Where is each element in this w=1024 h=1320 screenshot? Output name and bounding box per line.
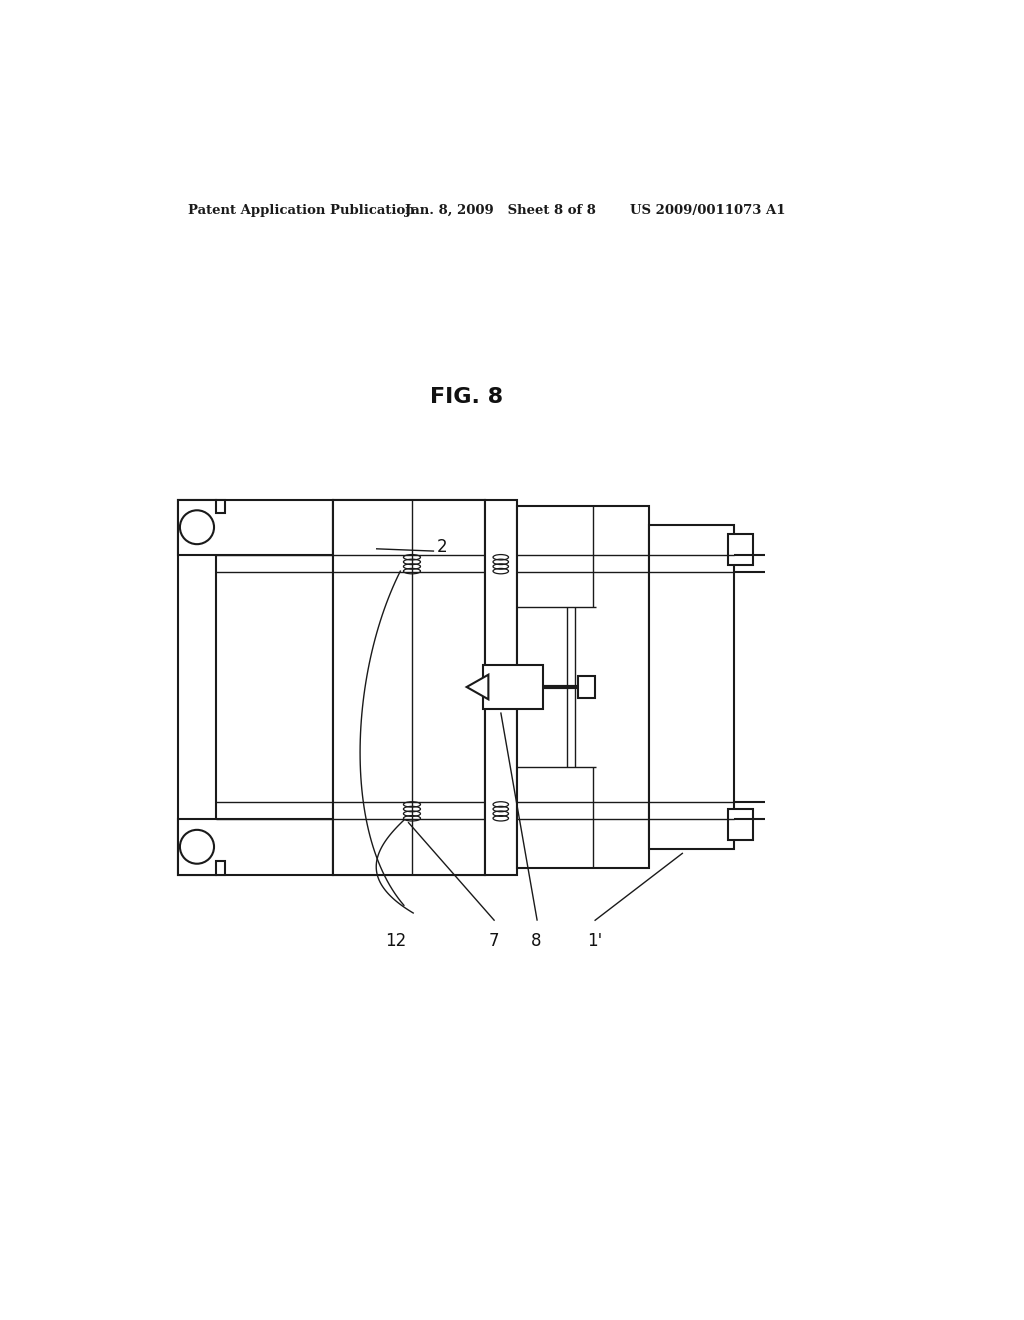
Bar	[178, 818, 334, 875]
Bar	[578, 676, 595, 698]
Bar	[334, 818, 484, 875]
Text: 7: 7	[488, 932, 499, 950]
Text: FIG. 8: FIG. 8	[430, 387, 504, 407]
Text: Patent Application Publication: Patent Application Publication	[188, 205, 415, 218]
Polygon shape	[467, 675, 488, 700]
Bar	[483, 665, 543, 709]
Bar	[517, 506, 649, 869]
Bar	[216, 499, 225, 513]
Text: US 2009/0011073 A1: US 2009/0011073 A1	[630, 205, 785, 218]
Bar	[178, 499, 334, 554]
Bar	[728, 809, 753, 840]
Bar	[334, 554, 484, 818]
Bar	[178, 499, 216, 874]
Text: 1': 1'	[587, 932, 602, 950]
Text: 12: 12	[385, 932, 406, 950]
Bar	[216, 861, 225, 874]
Bar	[728, 535, 753, 565]
Text: 2: 2	[436, 539, 447, 556]
Bar	[334, 499, 484, 874]
Bar	[334, 499, 484, 554]
Text: 8: 8	[531, 932, 542, 950]
Bar	[484, 499, 517, 874]
Text: Jan. 8, 2009   Sheet 8 of 8: Jan. 8, 2009 Sheet 8 of 8	[406, 205, 596, 218]
Bar	[649, 525, 734, 849]
